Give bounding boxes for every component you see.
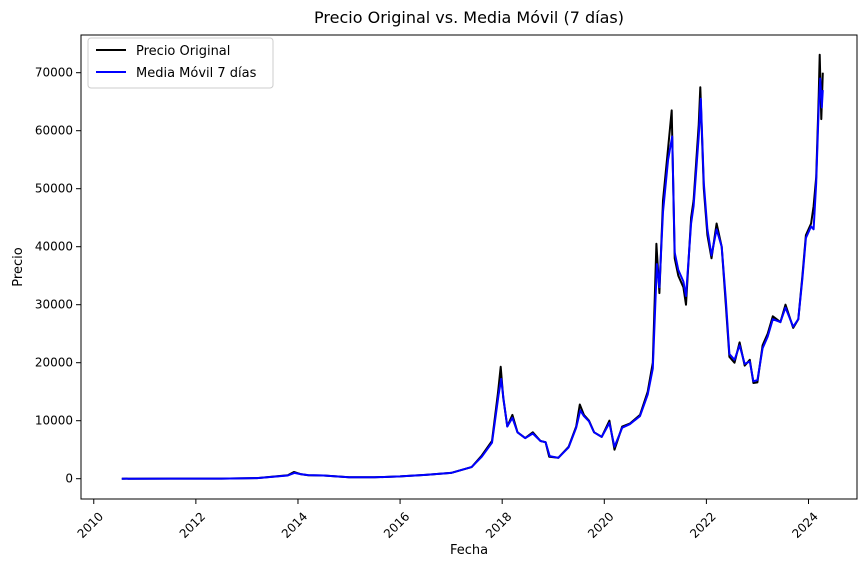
series-line-1 [121, 77, 824, 480]
legend-box [87, 37, 274, 89]
legend-label-original: Precio Original [136, 44, 230, 59]
chart-title: Precio Original vs. Media Móvil (7 días) [314, 8, 624, 27]
series-layer [121, 53, 824, 480]
y-tick-label: 60000 [35, 124, 73, 138]
y-tick-label: 0 [65, 472, 73, 486]
y-tick-label: 10000 [35, 414, 73, 428]
y-tick-label: 70000 [35, 66, 73, 80]
x-axis-label: Fecha [450, 543, 488, 558]
legend: Precio Original Media Móvil 7 días [87, 37, 274, 89]
y-axis: 0 10000 20000 30000 40000 50000 60000 70000 [35, 66, 81, 486]
y-axis-label: Precio [11, 247, 26, 286]
legend-label-moving-average: Media Móvil 7 días [136, 66, 257, 81]
plot-frame [80, 34, 858, 500]
y-tick-label: 20000 [35, 356, 73, 370]
y-tick-label: 30000 [35, 298, 73, 312]
y-tick-label: 50000 [35, 182, 73, 196]
y-tick-label: 40000 [35, 240, 73, 254]
